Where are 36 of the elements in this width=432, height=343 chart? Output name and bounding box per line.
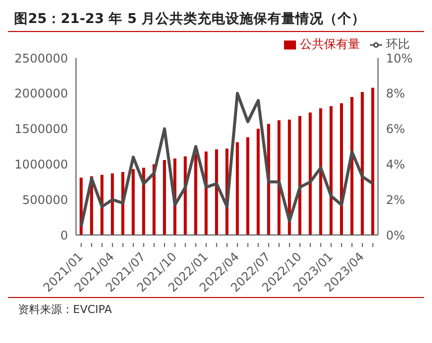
bar [142,168,146,235]
y2-tick-label: 0% [386,228,406,242]
y-tick-label: 0 [60,228,68,242]
bar [308,112,312,235]
y-tick-label: 1500000 [14,122,68,136]
bar [162,160,166,235]
legend-label: 公共保有量 [300,37,360,51]
bar [215,149,218,235]
bar [278,120,281,235]
y2-tick-label: 6% [386,122,406,136]
legend-label: 环比 [386,37,410,51]
y-tick-label: 1000000 [14,157,68,172]
bar [371,88,374,235]
bar [319,108,322,235]
bar [256,128,260,235]
bar [246,137,250,235]
y2-tick-label: 10% [386,51,413,66]
y-tick-label: 500000 [22,192,68,207]
bar [236,142,239,235]
y2-tick-label: 2% [386,192,406,207]
bar [340,103,343,235]
text: 资料来源：EVCIPA [18,302,113,317]
y-tick-label: 2500000 [14,51,68,66]
y2-tick-label: 8% [386,86,406,101]
y-tick-label: 2000000 [14,86,68,101]
bar [360,92,364,235]
bar [194,154,198,235]
bar [132,169,135,235]
bar [298,116,302,235]
bar [350,96,354,235]
bar [330,106,333,235]
bar [288,120,291,235]
line-series [80,92,374,228]
y2-tick-label: 4% [386,157,406,172]
chart-title: 图25：21-23 年 5 月公共类充电设施保有量情况（个） [8,8,424,32]
bar [110,173,114,235]
